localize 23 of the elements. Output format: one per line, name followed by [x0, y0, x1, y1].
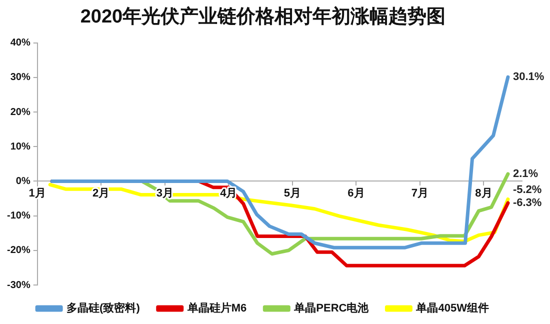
x-tick-label: 7月: [411, 188, 429, 200]
y-tick-label: -30%: [6, 280, 30, 291]
y-tick-label: 0%: [16, 176, 30, 187]
data-label: -6.3%: [512, 197, 542, 210]
chart-title: 2020年光伏产业链价格相对年初涨幅趋势图: [80, 6, 446, 28]
y-tick-label: 10%: [10, 141, 30, 152]
legend-label: 单晶PERC电池: [293, 302, 370, 315]
y-tick-label: 30%: [10, 72, 30, 84]
x-tick-label: 5月: [284, 188, 301, 200]
data-label: 2.1%: [512, 168, 538, 180]
legend-label: 单晶硅片M6: [186, 302, 247, 315]
x-tick-label: 6月: [348, 188, 365, 200]
x-tick-label: 8月: [475, 188, 492, 200]
legend-label: 单晶405W组件: [415, 302, 489, 315]
x-tick-label: 2月: [92, 188, 110, 200]
data-label: 30.1%: [512, 71, 544, 84]
y-tick-label: -20%: [6, 245, 30, 256]
y-tick-label: 20%: [10, 106, 30, 118]
y-tick-label: -10%: [6, 210, 30, 222]
x-tick-label: 1月: [28, 188, 46, 200]
legend-label: 多晶硅(致密料): [66, 302, 140, 315]
y-tick-label: 40%: [10, 38, 30, 49]
data-label: -5.2%: [512, 184, 542, 196]
